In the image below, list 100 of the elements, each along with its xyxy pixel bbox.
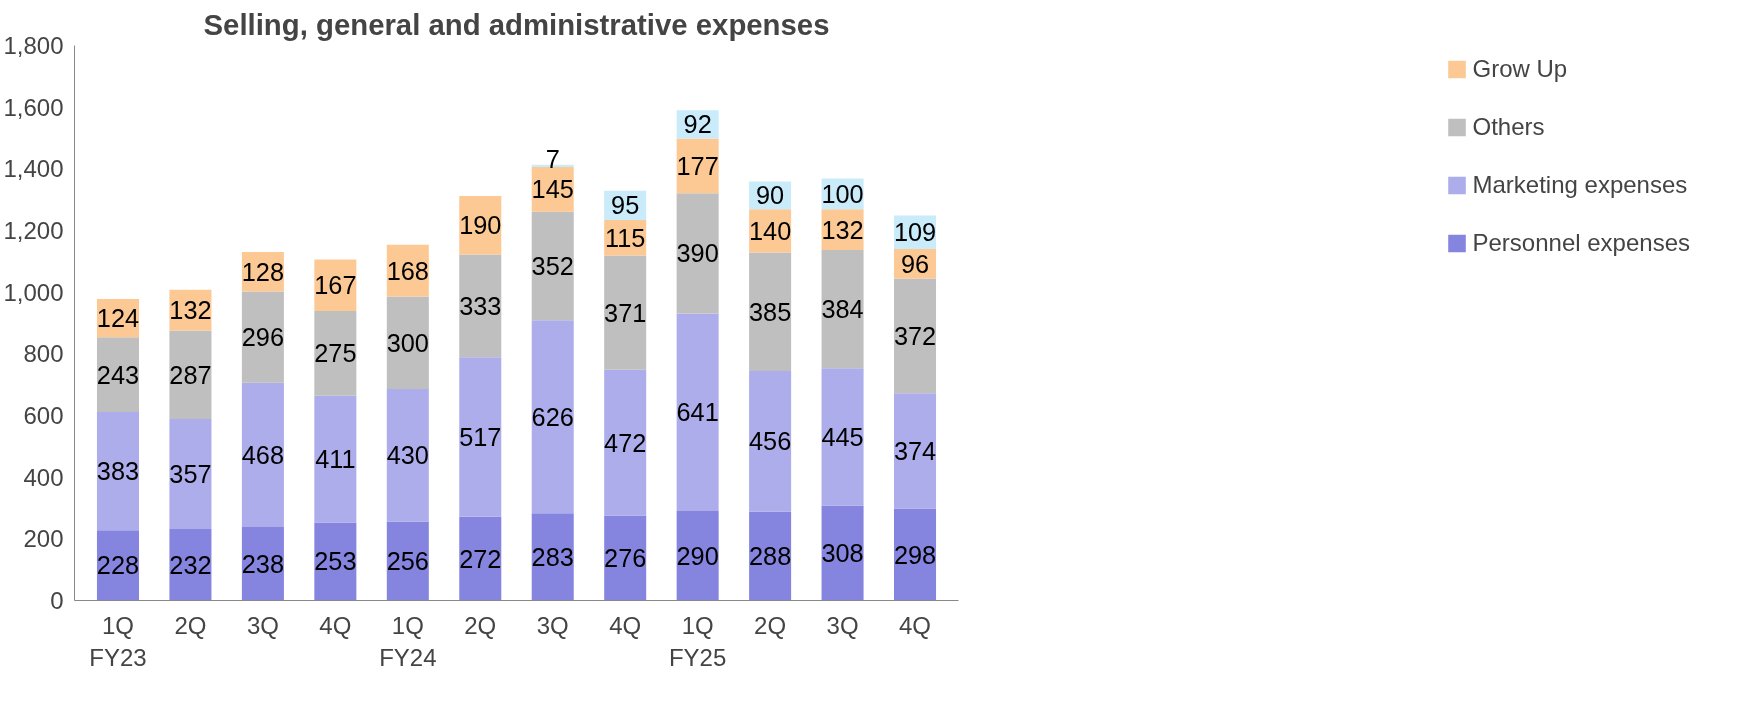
bar — [531, 211, 574, 321]
data-label: 253 — [314, 547, 357, 576]
x-tick-label: 4Q — [319, 611, 352, 639]
bar — [459, 357, 502, 517]
data-label: 238 — [241, 549, 285, 578]
data-label: 641 — [676, 398, 719, 427]
data-label: 275 — [314, 339, 357, 368]
data-label: 290 — [676, 541, 719, 570]
data-label: 357 — [169, 459, 212, 488]
x-tick-label: 3Q — [536, 611, 569, 639]
data-label: 243 — [96, 360, 140, 389]
data-label: 128 — [241, 257, 285, 286]
bar — [169, 330, 212, 419]
data-label: 177 — [676, 151, 719, 180]
data-label: 283 — [531, 542, 574, 571]
y-tick-label: 800 — [23, 340, 64, 368]
bar — [676, 313, 719, 512]
data-label: 92 — [683, 110, 712, 139]
x-tick-label: 1Q FY23 — [89, 611, 147, 671]
x-tick-label: 4Q — [609, 611, 642, 639]
data-label: 287 — [169, 360, 212, 389]
data-label: 472 — [604, 428, 647, 457]
legend-label: Grow Up — [1472, 55, 1568, 83]
data-label: 145 — [531, 175, 574, 204]
data-label: 385 — [748, 297, 792, 326]
data-label: 256 — [386, 547, 429, 576]
data-label: 296 — [241, 323, 285, 352]
data-label: 333 — [459, 291, 502, 320]
data-label: 352 — [531, 251, 574, 280]
data-label: 190 — [459, 211, 502, 240]
data-label: 456 — [748, 427, 792, 456]
bar — [604, 515, 647, 601]
data-label: 288 — [748, 542, 792, 571]
data-label: 298 — [893, 540, 937, 569]
data-label: 100 — [821, 179, 864, 208]
x-tick-label: 3Q — [826, 611, 859, 639]
y-tick-label: 1,800 — [3, 32, 64, 59]
legend-label: Others — [1472, 113, 1545, 141]
data-label: 228 — [96, 551, 140, 580]
data-label: 374 — [893, 436, 937, 465]
bar — [894, 393, 937, 509]
data-label: 517 — [459, 422, 502, 451]
x-tick-label: 2Q — [464, 611, 497, 639]
data-label: 626 — [531, 402, 574, 431]
bar — [314, 310, 357, 396]
bar — [241, 382, 284, 528]
data-label: 7 — [545, 145, 560, 174]
data-label: 372 — [893, 321, 937, 350]
x-tick-label: 1Q FY25 — [668, 611, 727, 671]
y-tick-label: 1,400 — [3, 155, 64, 183]
data-label: 109 — [893, 218, 937, 247]
data-label: 124 — [96, 304, 140, 333]
bar — [604, 369, 647, 516]
bar — [821, 249, 864, 369]
bar — [821, 368, 864, 506]
y-tick-label: 200 — [23, 525, 64, 553]
data-label: 96 — [900, 249, 930, 278]
bar — [749, 371, 792, 512]
data-label: 140 — [748, 216, 792, 245]
bar — [459, 254, 502, 358]
bar — [96, 412, 139, 531]
legend-label: Personnel expenses — [1472, 229, 1690, 257]
data-label: 132 — [821, 215, 864, 244]
y-tick-label: 1,200 — [3, 217, 64, 244]
bar — [386, 388, 429, 522]
legend-label: Marketing expenses — [1472, 171, 1688, 199]
chart-title: Selling, general and administrative expenses — [203, 7, 830, 41]
bar — [314, 395, 357, 523]
data-label: 383 — [96, 457, 140, 486]
x-tick-label: 4Q — [899, 611, 932, 639]
data-label: 430 — [386, 441, 429, 470]
data-label: 300 — [386, 328, 429, 357]
data-label: 168 — [386, 256, 429, 285]
y-tick-label: 0 — [50, 587, 64, 614]
data-label: 371 — [604, 298, 647, 327]
bar — [894, 278, 937, 394]
data-label: 272 — [459, 544, 502, 573]
data-label: 167 — [314, 271, 357, 300]
data-label: 115 — [605, 223, 646, 252]
y-tick-label: 1,600 — [3, 93, 64, 121]
data-label: 384 — [821, 295, 864, 324]
data-label: 390 — [676, 239, 719, 268]
x-tick-label: 2Q — [174, 611, 207, 639]
y-tick-label: 600 — [23, 402, 64, 429]
x-tick-label: 2Q — [754, 611, 787, 639]
data-label: 90 — [756, 181, 785, 210]
bar — [676, 193, 719, 314]
y-tick-label: 1,000 — [3, 278, 64, 306]
data-label: 308 — [821, 539, 864, 568]
data-label: 95 — [611, 191, 640, 220]
bar — [531, 320, 574, 514]
y-tick-label: 400 — [23, 463, 64, 491]
x-tick-label: 3Q — [246, 611, 279, 639]
data-label: 468 — [241, 440, 285, 469]
bar — [604, 255, 647, 370]
bar — [386, 296, 429, 389]
data-label: 445 — [821, 422, 864, 451]
bar — [459, 516, 502, 601]
data-label: 411 — [315, 445, 356, 474]
bar — [169, 418, 212, 529]
